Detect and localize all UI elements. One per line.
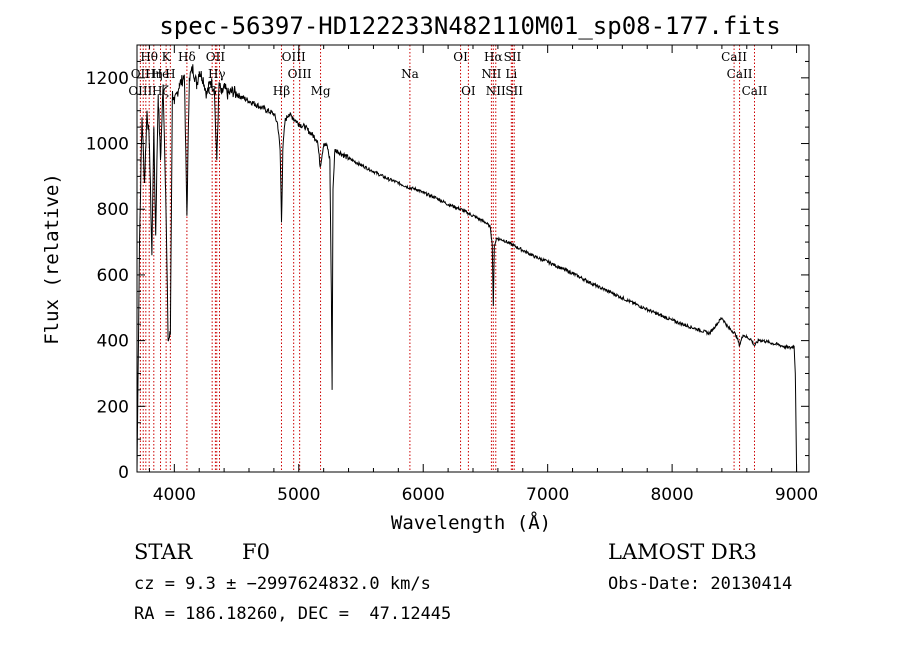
x-tick-label-0: 4000 xyxy=(153,485,196,505)
y-tick-label-1: 200 xyxy=(97,397,129,417)
line-label-2: Hδ xyxy=(178,50,196,64)
x-tick-label-5: 9000 xyxy=(775,485,818,505)
line-label-5: OI xyxy=(453,50,468,64)
plot-frame xyxy=(136,44,810,473)
line-label-14: OIII xyxy=(288,67,312,81)
y-axis-ticks: 0 200 400 600 800 1000 1200 xyxy=(86,60,809,483)
y-tick-label-2: 400 xyxy=(97,332,129,352)
line-label-3: OII xyxy=(206,50,226,64)
line-label-6: Hα xyxy=(484,50,503,64)
line-label-23: Mg xyxy=(311,84,331,98)
line-label-0: Hθ xyxy=(140,50,158,64)
x-axis-ticks: 4000 5000 6000 7000 8000 9000 xyxy=(148,45,818,505)
chart-title: spec-56397-HD122233N482110M01_sp08-177.f… xyxy=(159,12,780,40)
y-tick-label-5: 1000 xyxy=(86,135,129,155)
observation-date: Obs-Date: 20130414 xyxy=(608,574,793,594)
line-label-15: Na xyxy=(401,67,419,81)
y-tick-label-4: 800 xyxy=(97,200,129,220)
line-label-26: SII xyxy=(505,84,523,98)
line-label-7: SII xyxy=(504,50,522,64)
line-label-19: OIII xyxy=(128,84,152,98)
x-axis-label: Wavelength (Å) xyxy=(391,511,551,534)
x-tick-label-2: 6000 xyxy=(402,485,445,505)
survey-name: LAMOST DR3 xyxy=(608,540,757,564)
line-label-27: CaII xyxy=(742,84,768,98)
line-label-22: Hβ xyxy=(273,84,290,98)
y-axis-label: Flux (relative) xyxy=(41,173,63,345)
x-tick-label-1: 5000 xyxy=(277,485,320,505)
object-class: STAR xyxy=(134,540,193,564)
line-label-11: He xyxy=(152,67,170,81)
line-label-1: K xyxy=(162,50,172,64)
emission-line-markers xyxy=(139,45,755,472)
x-tick-label-3: 7000 xyxy=(526,485,569,505)
line-label-17: Li xyxy=(505,67,517,81)
line-label-21: G xyxy=(207,84,217,98)
spectrum-series xyxy=(136,64,798,473)
spectrum-line xyxy=(136,64,798,473)
line-label-25: NII xyxy=(486,84,506,98)
x-tick-label-4: 8000 xyxy=(650,485,693,505)
y-tick-label-3: 600 xyxy=(97,266,129,286)
line-label-18: CaII xyxy=(727,67,753,81)
line-label-24: OI xyxy=(461,84,476,98)
line-label-8: CaII xyxy=(721,50,747,64)
line-label-4: OIII xyxy=(282,50,306,64)
line-label-16: NII xyxy=(481,67,501,81)
line-label-12: H xyxy=(165,67,175,81)
spectral-subclass: F0 xyxy=(242,540,270,564)
line-label-9: OII xyxy=(131,67,151,81)
y-tick-label-0: 0 xyxy=(118,463,129,483)
redshift-text: cz = 9.3 ± −2997624832.0 km/s xyxy=(134,574,431,594)
line-label-20: Hζ xyxy=(152,84,169,98)
line-label-13: Hγ xyxy=(208,67,226,81)
coordinates-text: RA = 186.18260, DEC = 47.12445 xyxy=(134,604,452,624)
y-tick-label-6: 1200 xyxy=(86,69,129,89)
line-label-10: Hη xyxy=(145,67,163,81)
